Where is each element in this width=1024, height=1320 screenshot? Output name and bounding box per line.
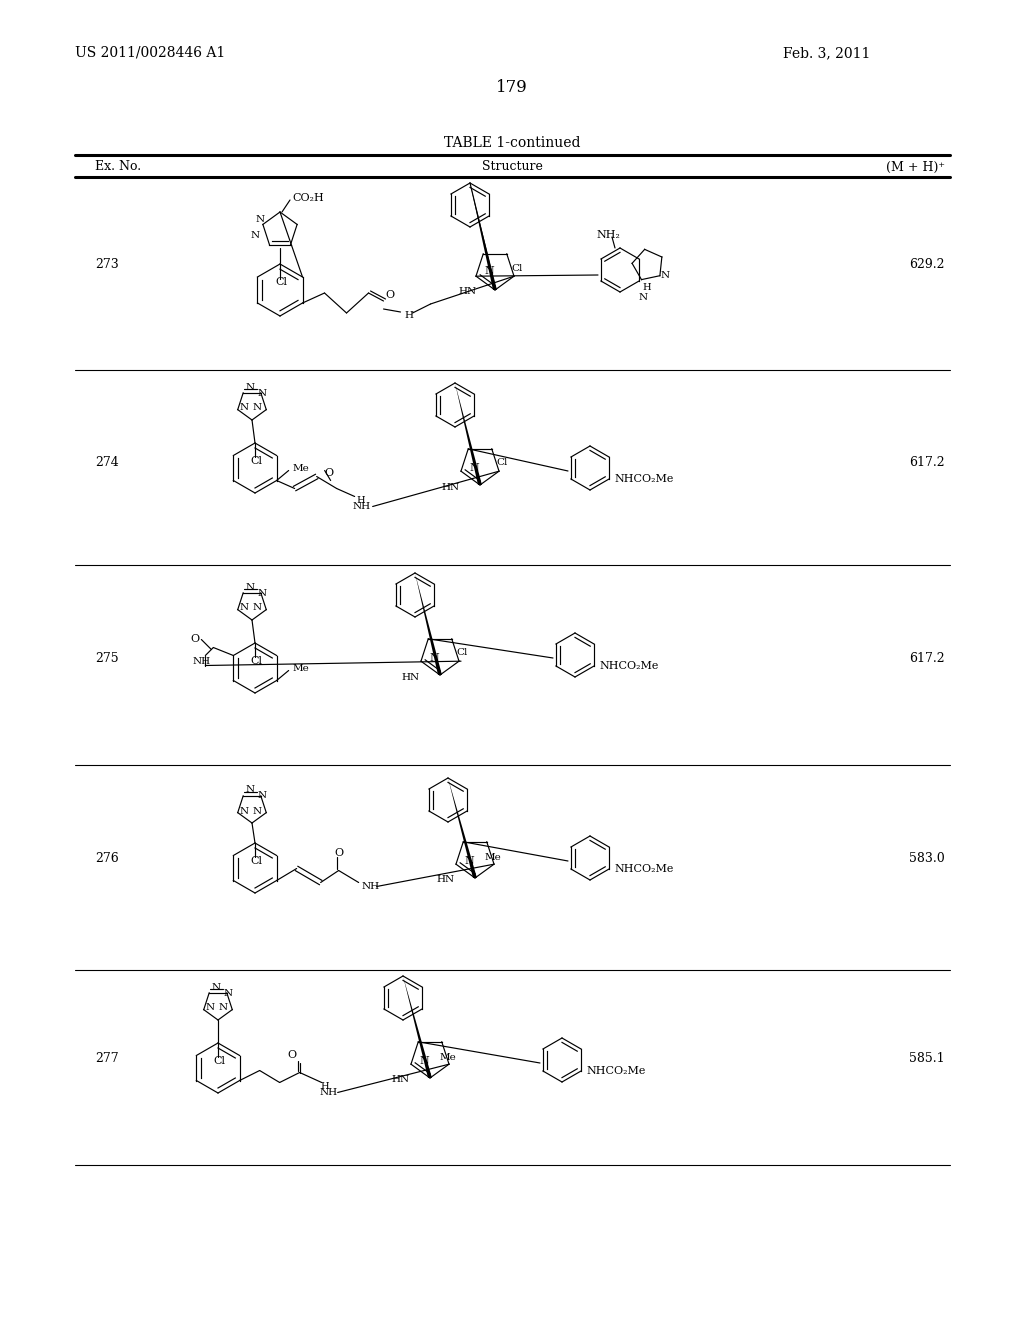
Polygon shape: [415, 573, 442, 675]
Text: N: N: [240, 603, 249, 612]
Text: HN: HN: [437, 875, 455, 884]
Text: HN: HN: [401, 672, 420, 681]
Text: N: N: [211, 982, 220, 991]
Text: N: N: [429, 653, 438, 663]
Text: Cl: Cl: [497, 458, 508, 467]
Text: N: N: [256, 215, 265, 224]
Text: 274: 274: [95, 455, 119, 469]
Text: NH: NH: [319, 1088, 338, 1097]
Text: Cl: Cl: [457, 648, 468, 657]
Text: N: N: [251, 231, 260, 239]
Text: Cl: Cl: [275, 277, 287, 286]
Text: N: N: [253, 603, 261, 612]
Text: H: H: [404, 312, 413, 321]
Text: 617.2: 617.2: [909, 652, 945, 664]
Text: 583.0: 583.0: [909, 851, 945, 865]
Text: NH: NH: [361, 882, 380, 891]
Polygon shape: [470, 183, 497, 290]
Text: CO₂H: CO₂H: [292, 193, 324, 203]
Text: HN: HN: [459, 288, 477, 297]
Text: N: N: [660, 271, 670, 280]
Text: H: H: [642, 282, 651, 292]
Text: N: N: [464, 857, 474, 866]
Text: O: O: [324, 467, 333, 478]
Text: NH: NH: [193, 657, 210, 667]
Text: N: N: [246, 383, 255, 392]
Text: N: N: [206, 1003, 215, 1012]
Text: N: N: [257, 589, 266, 598]
Polygon shape: [455, 383, 482, 484]
Text: (M + H)⁺: (M + H)⁺: [886, 161, 945, 173]
Text: 276: 276: [95, 851, 119, 865]
Text: 275: 275: [95, 652, 119, 664]
Text: Structure: Structure: [481, 161, 543, 173]
Text: O: O: [385, 290, 394, 300]
Text: N: N: [253, 404, 261, 412]
Text: N: N: [419, 1056, 429, 1067]
Text: N: N: [469, 463, 479, 473]
Text: Me: Me: [439, 1053, 457, 1063]
Text: Me: Me: [293, 664, 309, 673]
Text: N: N: [257, 388, 266, 397]
Text: N: N: [639, 293, 648, 302]
Text: HN: HN: [442, 483, 460, 491]
Text: 629.2: 629.2: [909, 259, 945, 272]
Text: O: O: [334, 847, 343, 858]
Text: 179: 179: [496, 79, 528, 96]
Text: 273: 273: [95, 259, 119, 272]
Text: 585.1: 585.1: [909, 1052, 945, 1064]
Text: N: N: [223, 989, 232, 998]
Text: NHCO₂Me: NHCO₂Me: [599, 661, 658, 671]
Text: NHCO₂Me: NHCO₂Me: [614, 865, 674, 874]
Text: Cl: Cl: [250, 855, 262, 866]
Text: N: N: [240, 807, 249, 816]
Text: H: H: [321, 1082, 329, 1092]
Text: TABLE 1-continued: TABLE 1-continued: [443, 136, 581, 150]
Text: NHCO₂Me: NHCO₂Me: [586, 1067, 645, 1076]
Text: NH₂: NH₂: [596, 230, 620, 240]
Text: 277: 277: [95, 1052, 119, 1064]
Text: Me: Me: [293, 465, 309, 473]
Text: N: N: [246, 582, 255, 591]
Text: N: N: [253, 807, 261, 816]
Text: Cl: Cl: [213, 1056, 225, 1067]
Text: N: N: [484, 267, 494, 276]
Text: HN: HN: [392, 1076, 410, 1085]
Text: US 2011/0028446 A1: US 2011/0028446 A1: [75, 46, 225, 59]
Text: O: O: [287, 1049, 296, 1060]
Text: NH: NH: [352, 502, 371, 511]
Polygon shape: [449, 777, 477, 878]
Text: 617.2: 617.2: [909, 455, 945, 469]
Text: NHCO₂Me: NHCO₂Me: [614, 474, 674, 484]
Text: N: N: [257, 792, 266, 800]
Text: O: O: [190, 635, 200, 644]
Polygon shape: [403, 975, 432, 1078]
Text: Cl: Cl: [250, 455, 262, 466]
Text: N: N: [240, 404, 249, 412]
Text: H: H: [356, 496, 365, 506]
Text: N: N: [218, 1003, 227, 1012]
Text: Me: Me: [484, 853, 502, 862]
Text: Cl: Cl: [250, 656, 262, 667]
Text: Ex. No.: Ex. No.: [95, 161, 141, 173]
Text: N: N: [246, 785, 255, 795]
Text: Cl: Cl: [512, 264, 523, 273]
Text: Feb. 3, 2011: Feb. 3, 2011: [782, 46, 870, 59]
